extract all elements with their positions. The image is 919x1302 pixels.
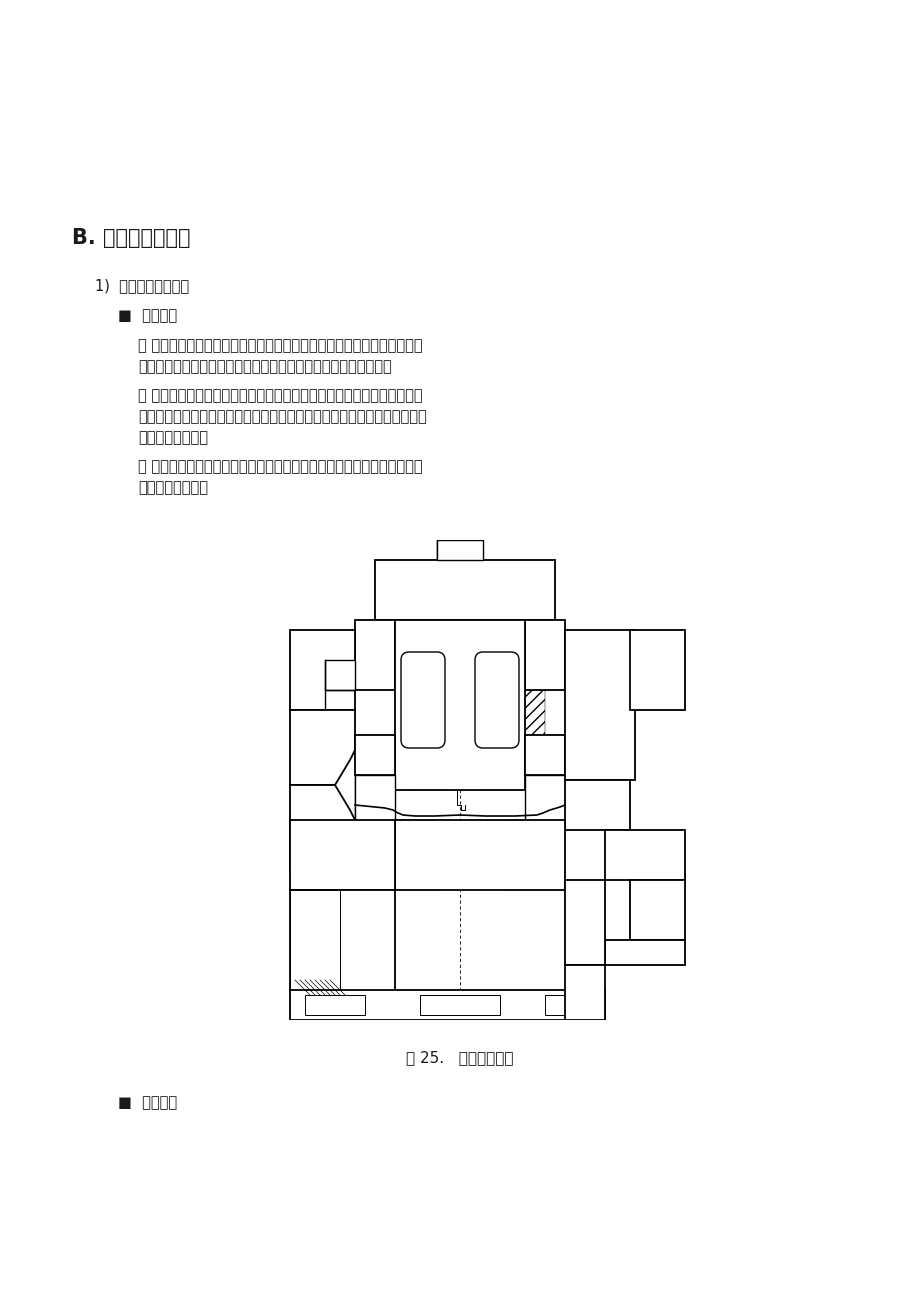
Bar [525, 775, 564, 825]
Bar [289, 891, 340, 990]
Bar [305, 995, 365, 1016]
Bar [355, 775, 369, 825]
Bar [394, 620, 525, 790]
Bar [340, 891, 394, 1019]
Bar [289, 630, 355, 710]
Bar [630, 880, 685, 940]
Text: 在还不使用。: 在还不使用。 [138, 430, 208, 445]
Polygon shape [289, 820, 394, 891]
Bar [525, 620, 564, 690]
Bar [544, 995, 605, 1016]
Bar [564, 880, 605, 965]
Text: 1)  根据压力源的分类: 1) 根据压力源的分类 [95, 279, 189, 293]
FancyBboxPatch shape [401, 652, 445, 749]
Bar [564, 880, 605, 965]
Bar [630, 630, 685, 710]
Bar [605, 829, 685, 880]
Bar [324, 660, 355, 690]
Bar [375, 560, 554, 620]
Bar [289, 990, 605, 1019]
Bar [525, 620, 564, 690]
Bar [355, 775, 394, 825]
Bar [355, 736, 394, 775]
Bar [355, 736, 394, 775]
Bar [420, 995, 499, 1016]
Text: － 因压边圈的压力大，能有一定量的力，容易成型，所以适合复杂形象的: － 因压边圈的压力大，能有一定量的力，容易成型，所以适合复杂形象的 [138, 388, 422, 404]
Text: 拉延上，但后工序要反过来投入，且有比单动式速度慢的弱点，所以现: 拉延上，但后工序要反过来投入，且有比单动式速度慢的弱点，所以现 [138, 409, 426, 424]
Bar [355, 620, 394, 690]
Text: B. 拉延工序的种类: B. 拉延工序的种类 [72, 228, 190, 247]
Bar [375, 560, 554, 620]
Bar [605, 940, 685, 965]
Bar [564, 630, 634, 780]
Text: ■  双动拉延: ■ 双动拉延 [118, 309, 177, 323]
Bar [630, 880, 685, 940]
Bar [564, 780, 630, 829]
Polygon shape [289, 785, 355, 870]
Bar [564, 780, 630, 829]
Bar [525, 736, 564, 775]
Bar [564, 965, 605, 1019]
Bar [564, 630, 634, 780]
Bar [437, 540, 482, 560]
Bar [550, 775, 564, 825]
Text: 圈，内滑块固定凸模。根据情况外滑块也有可能设置在下型。: 圈，内滑块固定凸模。根据情况外滑块也有可能设置在下型。 [138, 359, 391, 374]
Text: － 因下型不动，为防止材料下塌的材料支板，或取出容易的各种装备的设: － 因下型不动，为防止材料下塌的材料支板，或取出容易的各种装备的设 [138, 460, 422, 474]
Text: － 主要使用在大型冲压板件的形态，滑块为内外的２种，外滑块固定压边: － 主要使用在大型冲压板件的形态，滑块为内外的２种，外滑块固定压边 [138, 339, 422, 353]
Bar [355, 620, 394, 690]
Bar [289, 630, 355, 710]
Polygon shape [289, 710, 355, 785]
Bar [289, 990, 605, 1019]
Text: ■  单动拉延: ■ 单动拉延 [118, 1095, 177, 1111]
FancyBboxPatch shape [474, 652, 518, 749]
Text: 图 25.   双动拉延模具: 图 25. 双动拉延模具 [406, 1049, 513, 1065]
Bar [505, 820, 564, 891]
Bar [605, 829, 685, 880]
Bar [630, 630, 685, 710]
Bar [525, 736, 564, 775]
Bar [394, 820, 435, 891]
Text: 置比较容易。: 置比较容易。 [138, 480, 208, 495]
Polygon shape [289, 891, 394, 1019]
Bar [437, 540, 482, 560]
Bar [605, 940, 685, 965]
Bar [394, 820, 564, 891]
Bar [289, 820, 394, 891]
